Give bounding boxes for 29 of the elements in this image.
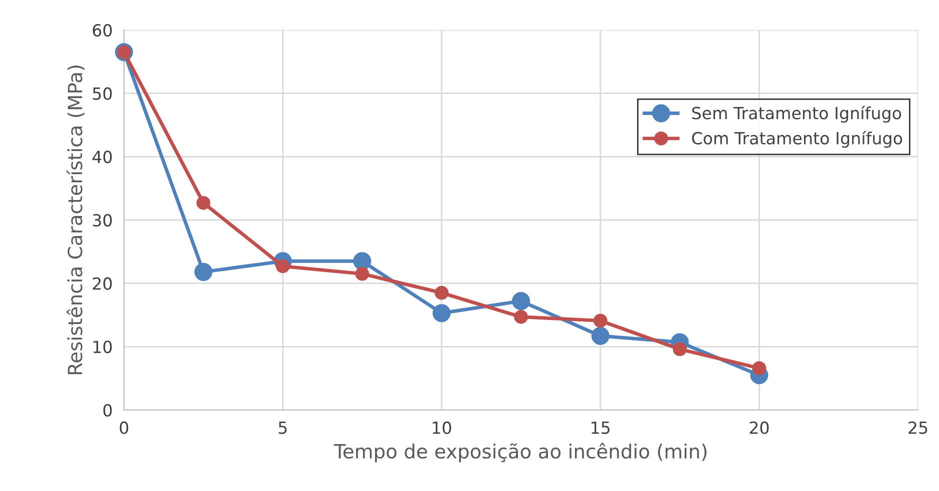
point xyxy=(591,326,610,345)
legend-label: Com Tratamento Ignífugo xyxy=(692,130,902,148)
y-tick-label: 10 xyxy=(94,340,112,354)
point xyxy=(432,304,451,322)
y-tick-label: 30 xyxy=(92,214,112,227)
point xyxy=(194,262,212,281)
point xyxy=(514,310,528,324)
point xyxy=(355,266,370,281)
point xyxy=(752,361,766,376)
y-tick-label: 60 xyxy=(92,24,112,37)
x-tick-label: 5 xyxy=(278,422,287,434)
point xyxy=(434,286,449,300)
x-tick-label: 20 xyxy=(750,421,769,434)
x-tick-label: 0 xyxy=(120,421,128,434)
point xyxy=(512,292,530,310)
y-axis-title: Resistência Característica (MPa) xyxy=(66,66,85,374)
point xyxy=(353,252,372,270)
x-tick-label: 10 xyxy=(432,421,452,434)
point xyxy=(672,342,687,356)
point xyxy=(196,196,210,210)
legend-label: Sem Tratamento Ignífugo xyxy=(692,106,902,123)
y-tick-label: 40 xyxy=(92,150,112,164)
y-tick-label: 50 xyxy=(92,87,112,100)
y-tick-label: 0 xyxy=(103,404,112,417)
x-axis-title: Tempo de exposição ao incêndio (min) xyxy=(334,442,706,462)
x-tick-label: 25 xyxy=(908,421,928,434)
y-tick-label: 20 xyxy=(92,277,112,290)
x-tick-label: 15 xyxy=(592,422,610,434)
point xyxy=(593,314,608,328)
